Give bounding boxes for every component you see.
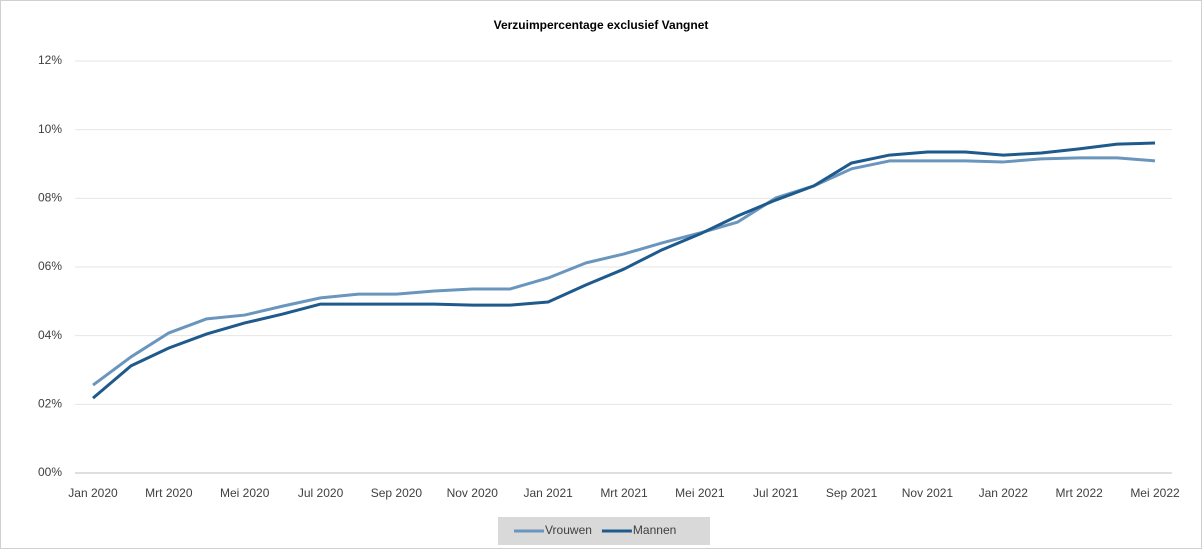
x-tick-label: Mrt 2022 <box>1055 486 1103 500</box>
x-tick-label: Mei 2021 <box>675 486 725 500</box>
x-tick-label: Jul 2021 <box>753 486 799 500</box>
x-tick-label: Mrt 2021 <box>600 486 648 500</box>
x-tick-label: Jan 2020 <box>68 486 118 500</box>
x-tick-label: Sep 2020 <box>371 486 423 500</box>
x-tick-label: Mrt 2020 <box>145 486 193 500</box>
x-tick-label: Mei 2020 <box>220 486 270 500</box>
y-tick-label: 08% <box>38 191 62 205</box>
y-tick-label: 00% <box>38 465 62 479</box>
y-tick-label: 02% <box>38 397 62 411</box>
y-tick-label: 10% <box>38 122 62 136</box>
series-line <box>92 156 1156 387</box>
y-tick-label: 06% <box>38 259 62 273</box>
legend-label: Mannen <box>633 523 676 537</box>
x-tick-label: Jan 2022 <box>979 486 1029 500</box>
x-tick-label: Jan 2021 <box>523 486 573 500</box>
x-tick-label: Nov 2021 <box>902 486 954 500</box>
series-line <box>92 141 1156 400</box>
x-tick-label: Sep 2021 <box>826 486 878 500</box>
legend-label: Vrouwen <box>545 523 592 537</box>
y-tick-label: 12% <box>38 53 62 67</box>
x-tick-label: Nov 2020 <box>447 486 499 500</box>
y-tick-label: 04% <box>38 328 62 342</box>
chart-title: Verzuimpercentage exclusief Vangnet <box>494 18 709 32</box>
x-tick-label: Jul 2020 <box>298 486 344 500</box>
x-tick-label: Mei 2022 <box>1130 486 1180 500</box>
